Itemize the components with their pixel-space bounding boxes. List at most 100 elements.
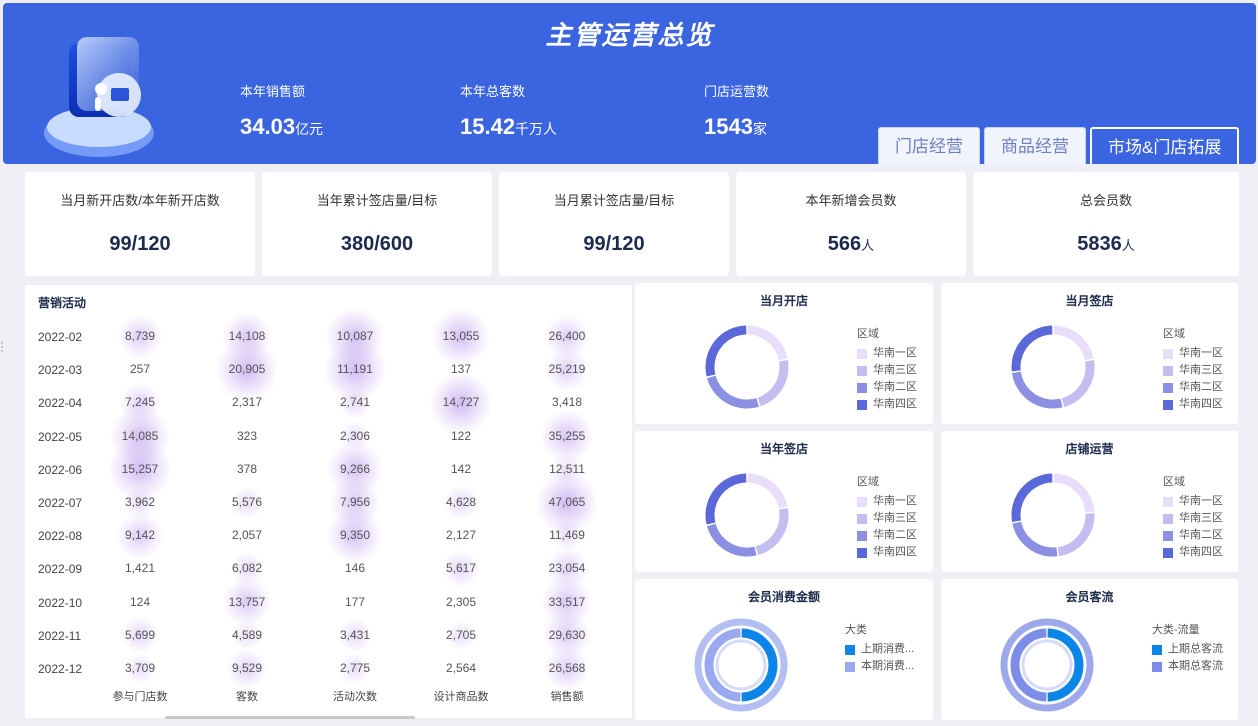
table-cell: 2,127 bbox=[416, 519, 506, 552]
tab-market-expansion[interactable]: 市场&门店拓展 bbox=[1090, 127, 1240, 164]
cell-value: 25,219 bbox=[548, 362, 586, 377]
tab-product-operations[interactable]: 商品经营 bbox=[984, 127, 1086, 164]
legend-item[interactable]: 华南三区 bbox=[1163, 362, 1223, 379]
legend-item[interactable]: 华南二区 bbox=[857, 527, 917, 544]
horizontal-scrollbar[interactable] bbox=[165, 716, 415, 719]
stat-card-new-members: 本年新增会员数 566人 bbox=[736, 172, 966, 276]
legend-item[interactable]: 本期消费... bbox=[845, 658, 914, 675]
table-row: 2022-09 1,421 6,082 146 5,617 23,054 bbox=[25, 548, 632, 590]
donut-slice[interactable] bbox=[1061, 360, 1095, 407]
table-cell: 142 bbox=[416, 453, 506, 486]
legend-label: 华南二区 bbox=[873, 381, 917, 393]
tab-store-operations[interactable]: 门店经营 bbox=[878, 127, 980, 164]
ring-card-member-traffic: 会员客流 大类-流量 上期总客流 本期总客流 bbox=[941, 579, 1238, 720]
donut-slice[interactable] bbox=[757, 360, 789, 407]
legend-swatch bbox=[1152, 661, 1162, 672]
table-cell: 3,418 bbox=[522, 386, 612, 419]
legend-item[interactable]: 华南四区 bbox=[857, 544, 917, 561]
table-cell: 23,054 bbox=[522, 548, 612, 590]
legend-swatch bbox=[1163, 530, 1173, 541]
legend-item[interactable]: 华南四区 bbox=[1163, 544, 1223, 561]
stat-label: 当年累计签店量/目标 bbox=[316, 193, 438, 208]
legend-swatch bbox=[1163, 513, 1173, 524]
cell-value: 8,739 bbox=[124, 329, 156, 343]
legend-item[interactable]: 华南一区 bbox=[1163, 345, 1223, 362]
table-cell: 9,529 bbox=[202, 648, 292, 689]
table-row: 2022-10 124 13,757 177 2,305 33,517 bbox=[25, 576, 632, 628]
donut-slice[interactable] bbox=[1011, 473, 1053, 522]
stat-value: 99/120 bbox=[109, 233, 171, 255]
legend-item[interactable]: 华南三区 bbox=[1163, 510, 1223, 527]
table-cell: 14,108 bbox=[202, 312, 292, 361]
legend-item[interactable]: 华南二区 bbox=[857, 379, 917, 396]
cell-value: 14,108 bbox=[228, 329, 266, 343]
cell-value: 7,956 bbox=[339, 495, 371, 509]
table-row: 2022-12 3,709 9,529 2,775 2,564 26,568 bbox=[25, 646, 632, 691]
cell-value: 7,245 bbox=[124, 395, 156, 410]
legend-label: 华南一区 bbox=[873, 495, 917, 507]
month-label: 2022-11 bbox=[38, 628, 82, 643]
legend-label: 上期消费... bbox=[861, 643, 915, 655]
donut-slice[interactable] bbox=[1053, 325, 1094, 361]
ring-slice[interactable] bbox=[1010, 628, 1047, 702]
table-cell: 33,517 bbox=[522, 576, 612, 628]
donut-slice[interactable] bbox=[755, 508, 789, 555]
table-cell: 14,727 bbox=[416, 371, 506, 434]
ring-slice[interactable] bbox=[704, 628, 741, 702]
cell-value: 2,127 bbox=[445, 528, 477, 543]
legend-item[interactable]: 上期消费... bbox=[845, 641, 914, 658]
table-cell: 26,400 bbox=[522, 314, 612, 359]
donut-slice[interactable] bbox=[1011, 325, 1053, 372]
kpi-value: 15.42千万人 bbox=[460, 114, 558, 139]
donut-slice[interactable] bbox=[707, 523, 757, 557]
ring-slice[interactable] bbox=[741, 628, 778, 702]
donut-slice[interactable] bbox=[1012, 521, 1058, 557]
legend-item[interactable]: 华南四区 bbox=[857, 396, 917, 413]
kpi-label: 门店运营数 bbox=[704, 84, 770, 99]
legend-item[interactable]: 华南三区 bbox=[857, 362, 917, 379]
legend-swatch bbox=[1163, 382, 1173, 393]
table-cell: 2,705 bbox=[416, 619, 506, 652]
ring-outer[interactable] bbox=[1000, 618, 1094, 712]
legend-item[interactable]: 华南一区 bbox=[857, 493, 917, 510]
legend-item[interactable]: 华南三区 bbox=[857, 510, 917, 527]
cell-value: 13,055 bbox=[442, 329, 480, 343]
legend-item[interactable]: 华南四区 bbox=[1163, 396, 1223, 413]
legend-swatch bbox=[1163, 547, 1173, 558]
donut-slice[interactable] bbox=[705, 325, 747, 377]
table-cell: 323 bbox=[202, 420, 292, 453]
donut-slice[interactable] bbox=[705, 473, 747, 525]
cell-value: 10,087 bbox=[336, 329, 374, 343]
table-cell: 2,317 bbox=[202, 386, 292, 419]
legend-item[interactable]: 华南二区 bbox=[1163, 527, 1223, 544]
donut-slice[interactable] bbox=[707, 375, 760, 409]
legend-item[interactable]: 上期总客流 bbox=[1152, 641, 1223, 658]
donut-slice[interactable] bbox=[747, 325, 788, 361]
legend-label: 华南二区 bbox=[1179, 381, 1223, 393]
legend-item[interactable]: 华南一区 bbox=[1163, 493, 1223, 510]
kpi-value: 34.03亿元 bbox=[240, 114, 324, 139]
legend-item[interactable]: 华南一区 bbox=[857, 345, 917, 362]
table-row: 2022-04 7,245 2,317 2,741 14,727 3,418 bbox=[25, 371, 632, 434]
table-cell: 25,219 bbox=[522, 347, 612, 392]
ring-outer[interactable] bbox=[694, 618, 788, 712]
donut-slice[interactable] bbox=[747, 473, 788, 509]
legend-title: 区域 bbox=[1163, 328, 1185, 340]
cell-value: 5,699 bbox=[124, 627, 156, 642]
month-label: 2022-03 bbox=[38, 363, 83, 378]
donut-slice[interactable] bbox=[1057, 513, 1095, 557]
legend-title: 区域 bbox=[1163, 476, 1185, 488]
cell-value: 4,589 bbox=[231, 627, 263, 642]
donut-slice[interactable] bbox=[1011, 371, 1063, 409]
drag-handle[interactable]: · · · bbox=[0, 335, 4, 357]
table-cell: 4,589 bbox=[202, 619, 292, 652]
legend-item[interactable]: 本期总客流 bbox=[1152, 658, 1223, 675]
table-cell: 257 bbox=[95, 353, 185, 386]
ring-slice[interactable] bbox=[1047, 628, 1084, 702]
chart-title: 会员消费金额 bbox=[747, 590, 820, 604]
legend-label: 华南三区 bbox=[873, 512, 917, 524]
table-row: 2022-03 257 20,905 11,191 137 25,219 bbox=[25, 338, 632, 401]
table-row: 2022-07 3,962 5,576 7,956 4,628 47,065 bbox=[25, 471, 632, 534]
donut-slice[interactable] bbox=[1053, 473, 1095, 513]
legend-item[interactable]: 华南二区 bbox=[1163, 379, 1223, 396]
